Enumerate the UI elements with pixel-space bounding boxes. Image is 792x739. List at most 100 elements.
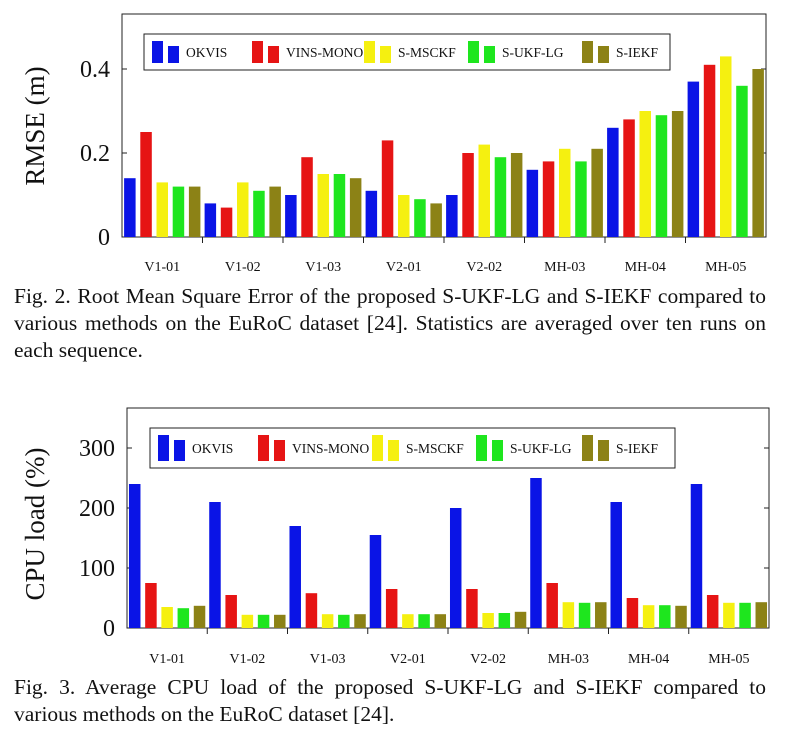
bar xyxy=(204,203,217,237)
bar xyxy=(498,613,511,628)
x-category-label: V1-01 xyxy=(144,260,180,275)
bar xyxy=(354,614,366,628)
legend-label: S-UKF-LG xyxy=(510,441,572,456)
legend-swatch xyxy=(252,41,263,63)
bar xyxy=(720,56,732,238)
bar xyxy=(161,607,173,628)
bar xyxy=(434,614,447,628)
bar xyxy=(269,186,281,237)
bar xyxy=(607,127,619,237)
y-tick-label: 100 xyxy=(79,556,115,582)
legend-swatch xyxy=(274,440,285,461)
bar xyxy=(285,195,297,237)
bar xyxy=(446,195,458,237)
bar xyxy=(559,148,571,237)
x-category-label: MH-05 xyxy=(705,260,746,275)
bar xyxy=(369,535,382,628)
y-tick-label: 0.2 xyxy=(80,141,110,167)
legend-swatch xyxy=(598,440,609,461)
legend-label: OKVIS xyxy=(192,441,233,456)
bar xyxy=(659,605,671,628)
legend-swatch xyxy=(152,41,163,63)
legend-swatch xyxy=(492,440,503,461)
bar xyxy=(124,178,136,237)
bar xyxy=(675,605,687,628)
bar xyxy=(156,182,168,237)
bar xyxy=(225,595,237,628)
bar xyxy=(462,153,474,237)
bar xyxy=(188,186,201,237)
bar xyxy=(642,605,655,628)
bar xyxy=(365,190,378,237)
bar xyxy=(128,484,141,628)
y-tick-label: 200 xyxy=(79,496,115,522)
x-category-label: MH-04 xyxy=(625,260,666,275)
bar xyxy=(591,148,603,237)
legend-label: S-IEKF xyxy=(616,441,658,456)
bar xyxy=(623,119,635,237)
bar xyxy=(530,478,542,628)
x-category-label: V1-03 xyxy=(310,652,346,667)
x-category-label: MH-04 xyxy=(628,652,669,667)
bar xyxy=(317,174,329,237)
legend-label: VINS-MONO xyxy=(292,441,370,456)
y-axis-label: CPU load (%) xyxy=(20,448,50,601)
legend-swatch xyxy=(174,440,185,461)
bar xyxy=(466,589,478,628)
legend-swatch xyxy=(388,440,399,461)
x-category-label: V2-01 xyxy=(390,652,426,667)
bar xyxy=(241,614,254,628)
bar xyxy=(736,85,748,237)
bar xyxy=(305,593,318,628)
bar xyxy=(703,64,716,237)
bar xyxy=(526,169,539,237)
bar xyxy=(478,144,490,237)
bar xyxy=(333,174,346,237)
x-category-label: V2-02 xyxy=(470,652,506,667)
x-category-label: V1-02 xyxy=(225,260,261,275)
bar xyxy=(381,140,394,237)
y-tick-label: 300 xyxy=(79,436,115,462)
bar xyxy=(301,157,313,237)
bar xyxy=(706,595,719,628)
bar xyxy=(177,608,190,628)
bar xyxy=(398,195,410,237)
bar xyxy=(414,199,426,237)
legend-swatch xyxy=(582,41,593,63)
legend-label: S-MSCKF xyxy=(398,45,456,60)
rmse-chart: 0 0.2 0.4 RMSE (m) V1-01 V1-02 V1-03 V2-01 V2-02… xyxy=(20,13,767,275)
bar xyxy=(575,161,587,237)
x-category-label: V1-01 xyxy=(149,652,185,667)
bar xyxy=(542,161,555,237)
bar xyxy=(755,602,768,628)
bar xyxy=(723,602,735,628)
x-category-label: MH-05 xyxy=(708,652,749,667)
bar xyxy=(430,203,442,237)
bar xyxy=(449,508,462,628)
bar xyxy=(546,583,558,628)
bar xyxy=(257,614,270,628)
bar xyxy=(595,602,607,628)
bar xyxy=(220,207,233,237)
bar xyxy=(639,111,651,237)
legend-swatch xyxy=(476,435,487,461)
figure-3-caption: Fig. 3. Average CPU load of the proposed… xyxy=(14,675,766,726)
x-category-label: V2-02 xyxy=(466,260,502,275)
legend-swatch xyxy=(372,435,383,461)
x-category-label: V1-02 xyxy=(229,652,265,667)
bar xyxy=(578,602,591,628)
legend-label: S-MSCKF xyxy=(406,441,464,456)
figure-2-caption: Fig. 2. Root Mean Square Error of the pr… xyxy=(14,284,766,362)
bar xyxy=(510,153,523,237)
legend-label: VINS-MONO xyxy=(286,45,364,60)
bar xyxy=(237,182,249,237)
legend-label: S-UKF-LG xyxy=(502,45,564,60)
bar xyxy=(253,190,265,237)
bar xyxy=(338,614,350,628)
legend-swatch xyxy=(158,435,169,461)
legend-swatch xyxy=(468,41,479,63)
bar xyxy=(349,178,362,237)
bar xyxy=(418,614,430,628)
legend-swatch xyxy=(364,41,375,63)
